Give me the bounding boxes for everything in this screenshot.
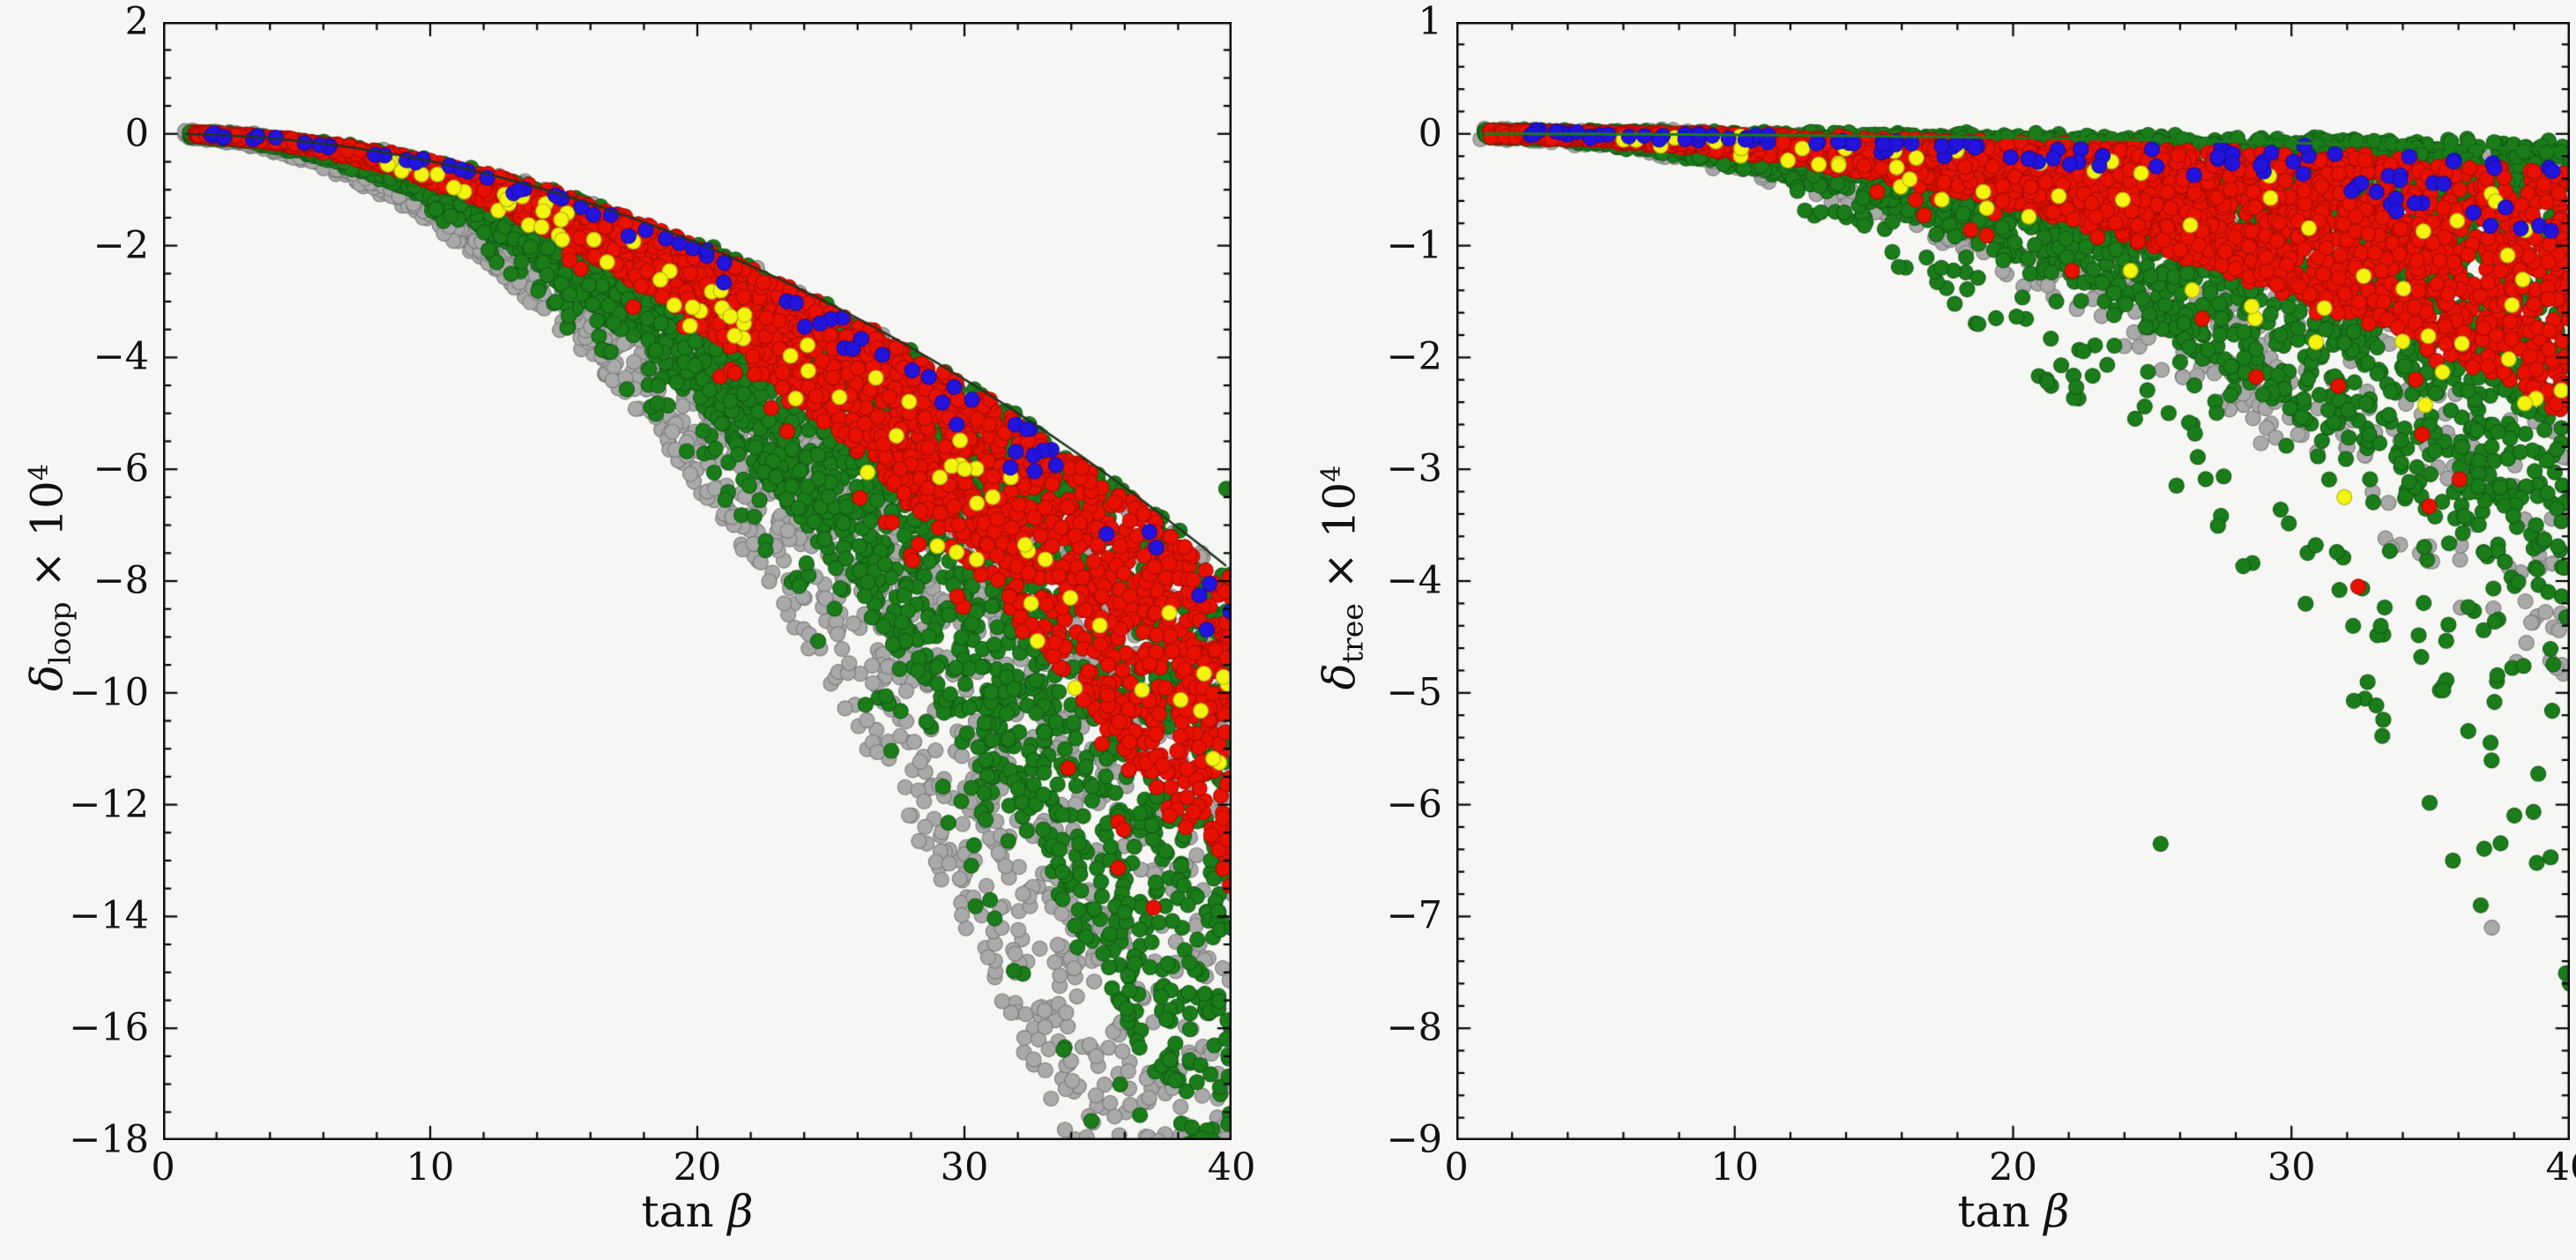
x-axis-label-right: tan β bbox=[1958, 1186, 2070, 1237]
delta-symbol: δ bbox=[21, 664, 73, 691]
y-tick-label: −2 bbox=[1386, 334, 1442, 379]
exponent: 4 bbox=[1315, 465, 1347, 482]
x-tick-label: 10 bbox=[1710, 1145, 1760, 1189]
tan-text: tan bbox=[641, 1186, 714, 1237]
x-tick-label: 30 bbox=[940, 1145, 989, 1189]
y-tick-label: −8 bbox=[1386, 1005, 1442, 1050]
scatter-canvas-right bbox=[1456, 22, 2570, 1140]
y-tick-label: −6 bbox=[1386, 782, 1442, 827]
delta-subscript: tree bbox=[1335, 603, 1370, 664]
y-tick-label: −14 bbox=[69, 893, 149, 938]
y-tick-label: 0 bbox=[124, 111, 149, 156]
beta-symbol: β bbox=[2044, 1186, 2070, 1237]
y-tick-label: −4 bbox=[93, 334, 149, 379]
y-tick-label: −7 bbox=[1386, 893, 1442, 938]
x-tick-label: 0 bbox=[1444, 1145, 1469, 1189]
y-tick-label: −10 bbox=[69, 670, 149, 715]
y-tick-label: −1 bbox=[1386, 223, 1442, 268]
x-axis-label-left: tan β bbox=[642, 1186, 754, 1237]
exponent: 4 bbox=[23, 464, 55, 481]
tan-text: tan bbox=[1957, 1186, 2030, 1237]
y-tick-label: −3 bbox=[1386, 446, 1442, 491]
times-ten: × 10 bbox=[1314, 481, 1366, 604]
x-tick-label: 10 bbox=[406, 1145, 455, 1189]
x-tick-label: 40 bbox=[2545, 1145, 2576, 1189]
scatter-canvas-left bbox=[163, 22, 1232, 1140]
x-tick-label: 40 bbox=[1207, 1145, 1256, 1189]
delta-symbol: δ bbox=[1314, 663, 1366, 690]
y-tick-label: −8 bbox=[93, 558, 149, 603]
x-tick-label: 20 bbox=[673, 1145, 722, 1189]
y-tick-label: −16 bbox=[69, 1005, 149, 1050]
y-tick-label: −5 bbox=[1386, 670, 1442, 715]
beta-symbol: β bbox=[727, 1186, 754, 1237]
y-tick-label: −12 bbox=[69, 782, 149, 827]
y-tick-label: 2 bbox=[124, 0, 149, 44]
scatter-panel-left: 2 0 −2 −4 −6 −8 −10 −12 −14 −16 −18 0 10 20 30 40 bbox=[69, 3, 1255, 1187]
times-ten: × 10 bbox=[21, 481, 73, 602]
y-tick-label: −18 bbox=[69, 1117, 149, 1162]
scatter-panel-right: 10−1−2−3−4−5−6−7−8−9010203040 bbox=[1387, 3, 2576, 1187]
delta-subscript: loop bbox=[42, 601, 78, 665]
y-tick-label: 0 bbox=[1418, 111, 1442, 156]
x-tick-label: 30 bbox=[2267, 1145, 2316, 1189]
y-tick-label: −9 bbox=[1386, 1117, 1442, 1162]
x-tick-label: 0 bbox=[151, 1145, 175, 1189]
y-tick-label: −2 bbox=[93, 223, 149, 268]
y-tick-label: −4 bbox=[1386, 558, 1442, 603]
y-axis-label-right: δtree × 104 bbox=[1314, 466, 1369, 690]
x-tick-label: 20 bbox=[1989, 1145, 2037, 1189]
y-axis-label-left: δloop × 104 bbox=[21, 464, 77, 691]
y-tick-label: −6 bbox=[93, 446, 149, 491]
y-tick-label: 1 bbox=[1418, 0, 1442, 44]
